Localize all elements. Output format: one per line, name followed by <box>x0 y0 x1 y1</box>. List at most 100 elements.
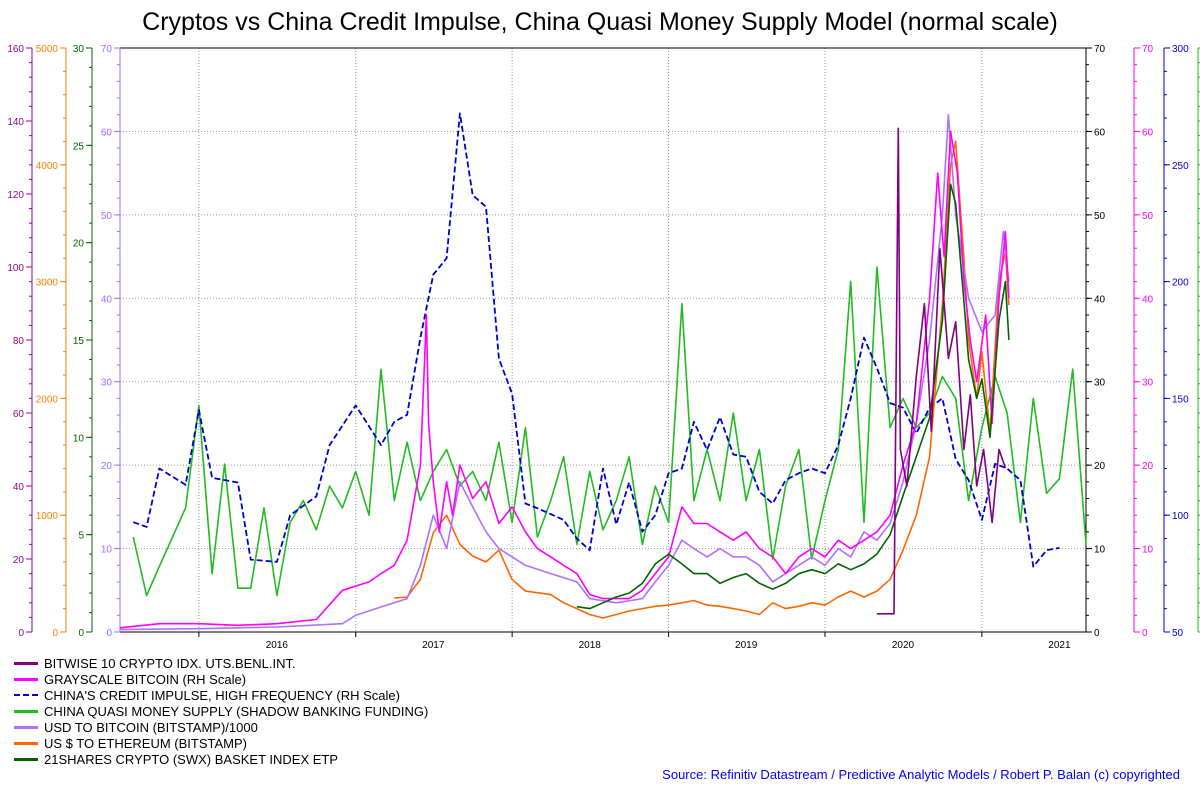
y-tick-label: 1000 <box>36 511 59 522</box>
y-axis-swx: 0 5 10 15 20 25 30 <box>73 44 93 639</box>
axes: 2016 2017 2018 2019 2020 20210204060801001201… <box>7 44 1200 651</box>
legend-label: US $ TO ETHEREUM (BITSTAMP) <box>44 735 247 751</box>
y-tick-label: 5000 <box>36 44 59 55</box>
y-tick-label: 3000 <box>36 278 59 289</box>
y-tick-label: 160 <box>7 44 24 55</box>
y-tick-label: 70 <box>1094 44 1106 55</box>
y-axis-impulse: 50 100 150 200 250 300 <box>1163 44 1189 639</box>
y-tick-label: 0 <box>106 628 112 639</box>
y-tick-label: 5 <box>78 531 84 542</box>
y-axis-bitwise: 0 20 40 60 80 100 120 140 160 <box>7 44 33 639</box>
legend-label: USD TO BITCOIN (BITSTAMP)/1000 <box>44 719 258 735</box>
series-layer <box>119 112 1087 631</box>
y-tick-label: 0 <box>52 628 58 639</box>
plot-frame <box>119 47 1087 633</box>
y-tick-label: 40 <box>101 294 113 305</box>
legend-swatch <box>14 709 38 713</box>
y-tick-label: 100 <box>7 263 24 274</box>
chart-title: Cryptos vs China Credit Impulse, China Q… <box>142 8 1058 36</box>
legend-swatch <box>14 725 38 729</box>
legend-item: USD TO BITCOIN (BITSTAMP)/1000 <box>14 719 428 735</box>
legend-label: 21SHARES CRYPTO (SWX) BASKET INDEX ETP <box>44 751 339 767</box>
y-tick-label: 4000 <box>36 161 59 172</box>
y-tick-label: 10 <box>1094 545 1106 556</box>
y-tick-label: 20 <box>1142 461 1154 472</box>
series-line-6 <box>576 183 1010 610</box>
legend-label: CHINA QUASI MONEY SUPPLY (SHADOW BANKING… <box>44 703 429 719</box>
y-tick-label: 0 <box>1142 628 1148 639</box>
legend-label: BITWISE 10 CRYPTO IDX. UTS.BENL.INT. <box>44 655 296 671</box>
x-tick-label: 2021 <box>1048 640 1071 651</box>
y-tick-label: 20 <box>1094 461 1106 472</box>
legend-label: CHINA'S CREDIT IMPULSE, HIGH FREQUENCY (… <box>44 687 400 703</box>
y-tick-label: 200 <box>1172 278 1189 289</box>
legend-item: CHINA QUASI MONEY SUPPLY (SHADOW BANKING… <box>14 703 428 719</box>
y-tick-label: 60 <box>1094 127 1106 138</box>
y-tick-label: 250 <box>1172 161 1189 172</box>
y-tick-label: 40 <box>1094 294 1106 305</box>
y-tick-label: 80 <box>13 336 25 347</box>
legend-swatch <box>14 661 38 665</box>
x-tick-label: 2019 <box>735 640 758 651</box>
x-tick-label: 2016 <box>266 640 289 651</box>
y-tick-label: 15 <box>73 336 85 347</box>
legend: BITWISE 10 CRYPTO IDX. UTS.BENL.INT. GRAY… <box>14 655 428 767</box>
y-tick-label: 140 <box>7 117 24 128</box>
y-tick-label: 25 <box>73 141 85 152</box>
y-tick-label: 30 <box>73 44 85 55</box>
legend-swatch <box>14 757 38 761</box>
y-tick-label: 40 <box>13 482 25 493</box>
y-tick-label: 50 <box>1094 211 1106 222</box>
series-line-5 <box>394 140 1010 619</box>
y-tick-label: 20 <box>101 461 113 472</box>
y-tick-label: 60 <box>13 409 25 420</box>
y-tick-label: 0 <box>18 628 24 639</box>
y-tick-label: 60 <box>101 127 113 138</box>
source-note: Source: Refinitiv Datastream / Predictiv… <box>662 767 1180 782</box>
grid <box>120 47 1086 633</box>
y-tick-label: 60 <box>1142 127 1154 138</box>
y-tick-label: 10 <box>73 433 85 444</box>
series-line-2 <box>133 112 1060 568</box>
y-tick-label: 70 <box>101 44 113 55</box>
y-axis-btc: 0 10 20 30 40 50 60 70 <box>101 44 121 639</box>
y-tick-label: 40 <box>1142 294 1154 305</box>
y-tick-label: 30 <box>101 378 113 389</box>
y-tick-label: 30 <box>1142 378 1154 389</box>
y-tick-label: 50 <box>101 211 113 222</box>
y-tick-label: 70 <box>1142 44 1154 55</box>
legend-item: CHINA'S CREDIT IMPULSE, HIGH FREQUENCY (… <box>14 687 428 703</box>
y-tick-label: 10 <box>101 545 113 556</box>
legend-swatch <box>14 741 38 745</box>
x-tick-label: 2017 <box>422 640 445 651</box>
y-tick-label: 150 <box>1172 394 1189 405</box>
y-tick-label: 10 <box>1142 545 1154 556</box>
y-tick-label: 50 <box>1142 211 1154 222</box>
legend-item: 21SHARES CRYPTO (SWX) BASKET INDEX ETP <box>14 751 428 767</box>
legend-swatch <box>14 677 38 681</box>
series-line-0 <box>876 127 1007 615</box>
y-tick-label: 20 <box>73 239 85 250</box>
legend-swatch <box>14 694 38 696</box>
series-line-4 <box>119 113 1010 631</box>
y-tick-label: 0 <box>1094 628 1100 639</box>
legend-item: BITWISE 10 CRYPTO IDX. UTS.BENL.INT. <box>14 655 428 671</box>
y-tick-label: 100 <box>1172 511 1189 522</box>
y-axis-right_black: 0 10 20 30 40 50 60 70 <box>1085 44 1106 639</box>
y-tick-label: 120 <box>7 190 24 201</box>
series-line-1 <box>119 130 1010 629</box>
y-tick-label: 30 <box>1094 378 1106 389</box>
y-tick-label: 50 <box>1172 628 1184 639</box>
legend-item: US $ TO ETHEREUM (BITSTAMP) <box>14 735 428 751</box>
legend-label: GRAYSCALE BITCOIN (RH Scale) <box>44 671 247 687</box>
x-tick-label: 2018 <box>579 640 602 651</box>
x-tick-label: 2020 <box>892 640 915 651</box>
y-tick-label: 300 <box>1172 44 1189 55</box>
y-tick-label: 20 <box>13 555 25 566</box>
y-tick-label: 0 <box>78 628 84 639</box>
y-tick-label: 2000 <box>36 394 59 405</box>
y-axis-grayscale: 0 10 20 30 40 50 60 70 <box>1133 44 1154 639</box>
legend-item: GRAYSCALE BITCOIN (RH Scale) <box>14 671 428 687</box>
y-axis-ethereum: 0 1000 2000 3000 4000 5000 <box>36 44 67 639</box>
